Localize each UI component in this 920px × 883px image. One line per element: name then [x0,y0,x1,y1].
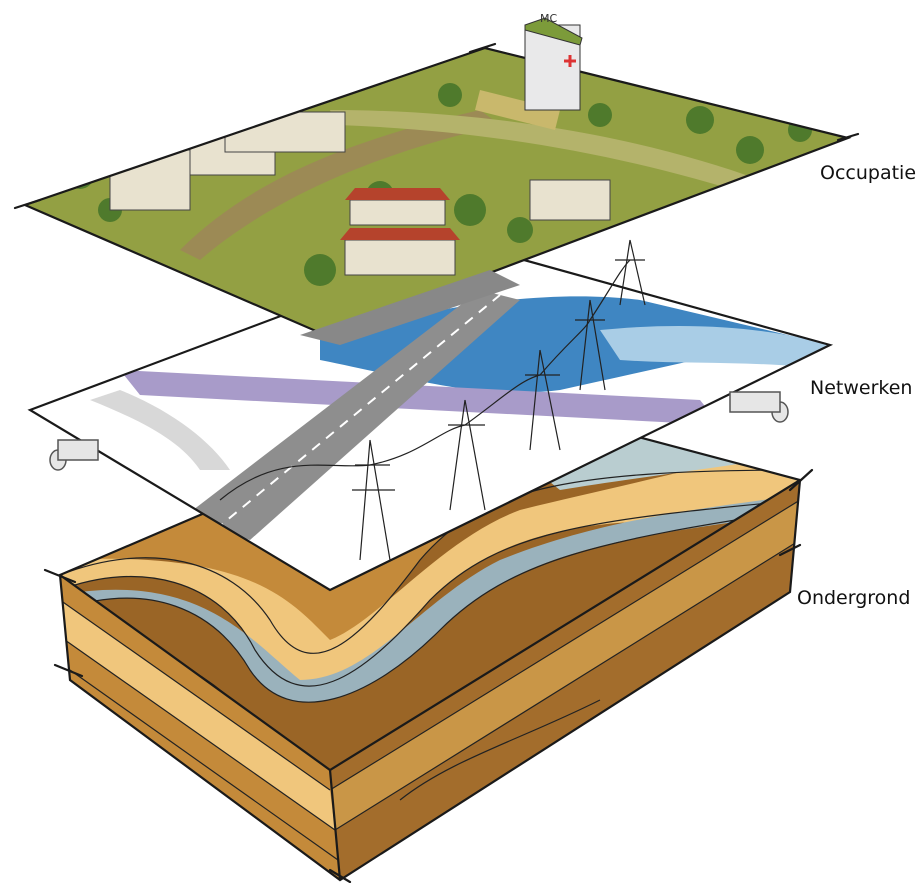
layer-label: Ondergrond [797,587,910,609]
layer-label: Occupatie [820,162,916,184]
network-layer [27,239,834,592]
layer-label: Netwerken [810,377,912,399]
building-sign: MC [540,12,557,25]
occupation-layer: MC [13,12,860,345]
